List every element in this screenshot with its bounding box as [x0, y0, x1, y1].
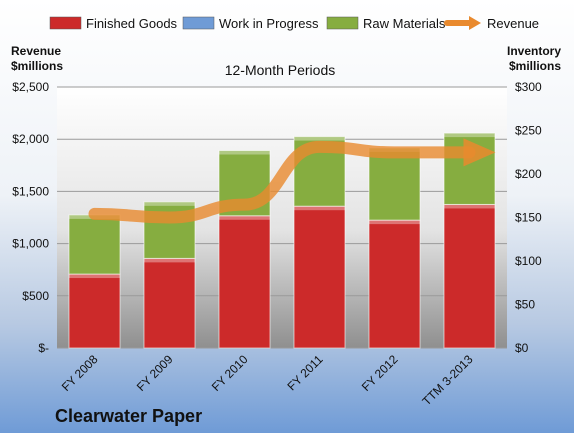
right-tick-label: $250	[515, 124, 542, 138]
left-tick-label: $1,500	[12, 184, 49, 198]
legend-label: Raw Materials	[363, 16, 446, 31]
bar-segment	[68, 214, 121, 275]
bar-segment	[368, 147, 421, 221]
bar-segment	[218, 215, 271, 349]
bar-segment	[68, 273, 121, 349]
bar-highlight	[144, 201, 195, 206]
bar-segment	[143, 257, 196, 349]
chart-subtitle: 12-Month Periods	[225, 62, 336, 78]
revenue-arrowhead	[463, 138, 496, 167]
left-axis-title-line2: $millions	[11, 59, 63, 73]
bar-segment	[443, 203, 496, 349]
right-tick-label: $100	[515, 254, 542, 268]
bar-highlight	[219, 150, 270, 155]
left-tick-label: $2,500	[12, 80, 49, 94]
right-tick-label: $50	[515, 298, 535, 312]
right-tick-label: $200	[515, 167, 542, 181]
legend-label: Work in Progress	[219, 16, 319, 31]
legend-label: Revenue	[487, 16, 539, 31]
left-tick-label: $2,000	[12, 132, 49, 146]
bar-highlight	[294, 206, 345, 211]
right-tick-label: $300	[515, 80, 542, 94]
legend-label: Finished Goods	[86, 16, 178, 31]
bar-highlight	[69, 274, 120, 279]
left-tick-label: $1,000	[12, 237, 49, 251]
right-tick-label: $0	[515, 341, 529, 355]
bar-highlight	[144, 258, 195, 263]
bar-highlight	[294, 136, 345, 141]
left-axis-title-line1: Revenue	[11, 44, 61, 58]
legend-swatch	[49, 16, 82, 30]
legend: Finished Goods Work in Progress Raw Materi…	[49, 16, 539, 31]
left-tick-label: $500	[22, 289, 49, 303]
company-name: Clearwater Paper	[55, 406, 202, 426]
legend-arrow-revenue	[469, 16, 481, 30]
bar-segment	[368, 219, 421, 349]
right-axis-title-line2: $millions	[509, 59, 561, 73]
bar-highlight	[444, 133, 495, 138]
bar-highlight	[219, 215, 270, 220]
bar-highlight	[369, 220, 420, 225]
right-axis-title-line1: Inventory	[507, 44, 561, 58]
bar-segment	[293, 205, 346, 349]
bar-highlight	[444, 204, 495, 209]
revenue-line	[88, 140, 476, 224]
legend-swatch	[182, 16, 215, 30]
right-tick-label: $150	[515, 211, 542, 225]
legend-swatch	[326, 16, 359, 30]
left-tick-label: $-	[38, 341, 49, 355]
